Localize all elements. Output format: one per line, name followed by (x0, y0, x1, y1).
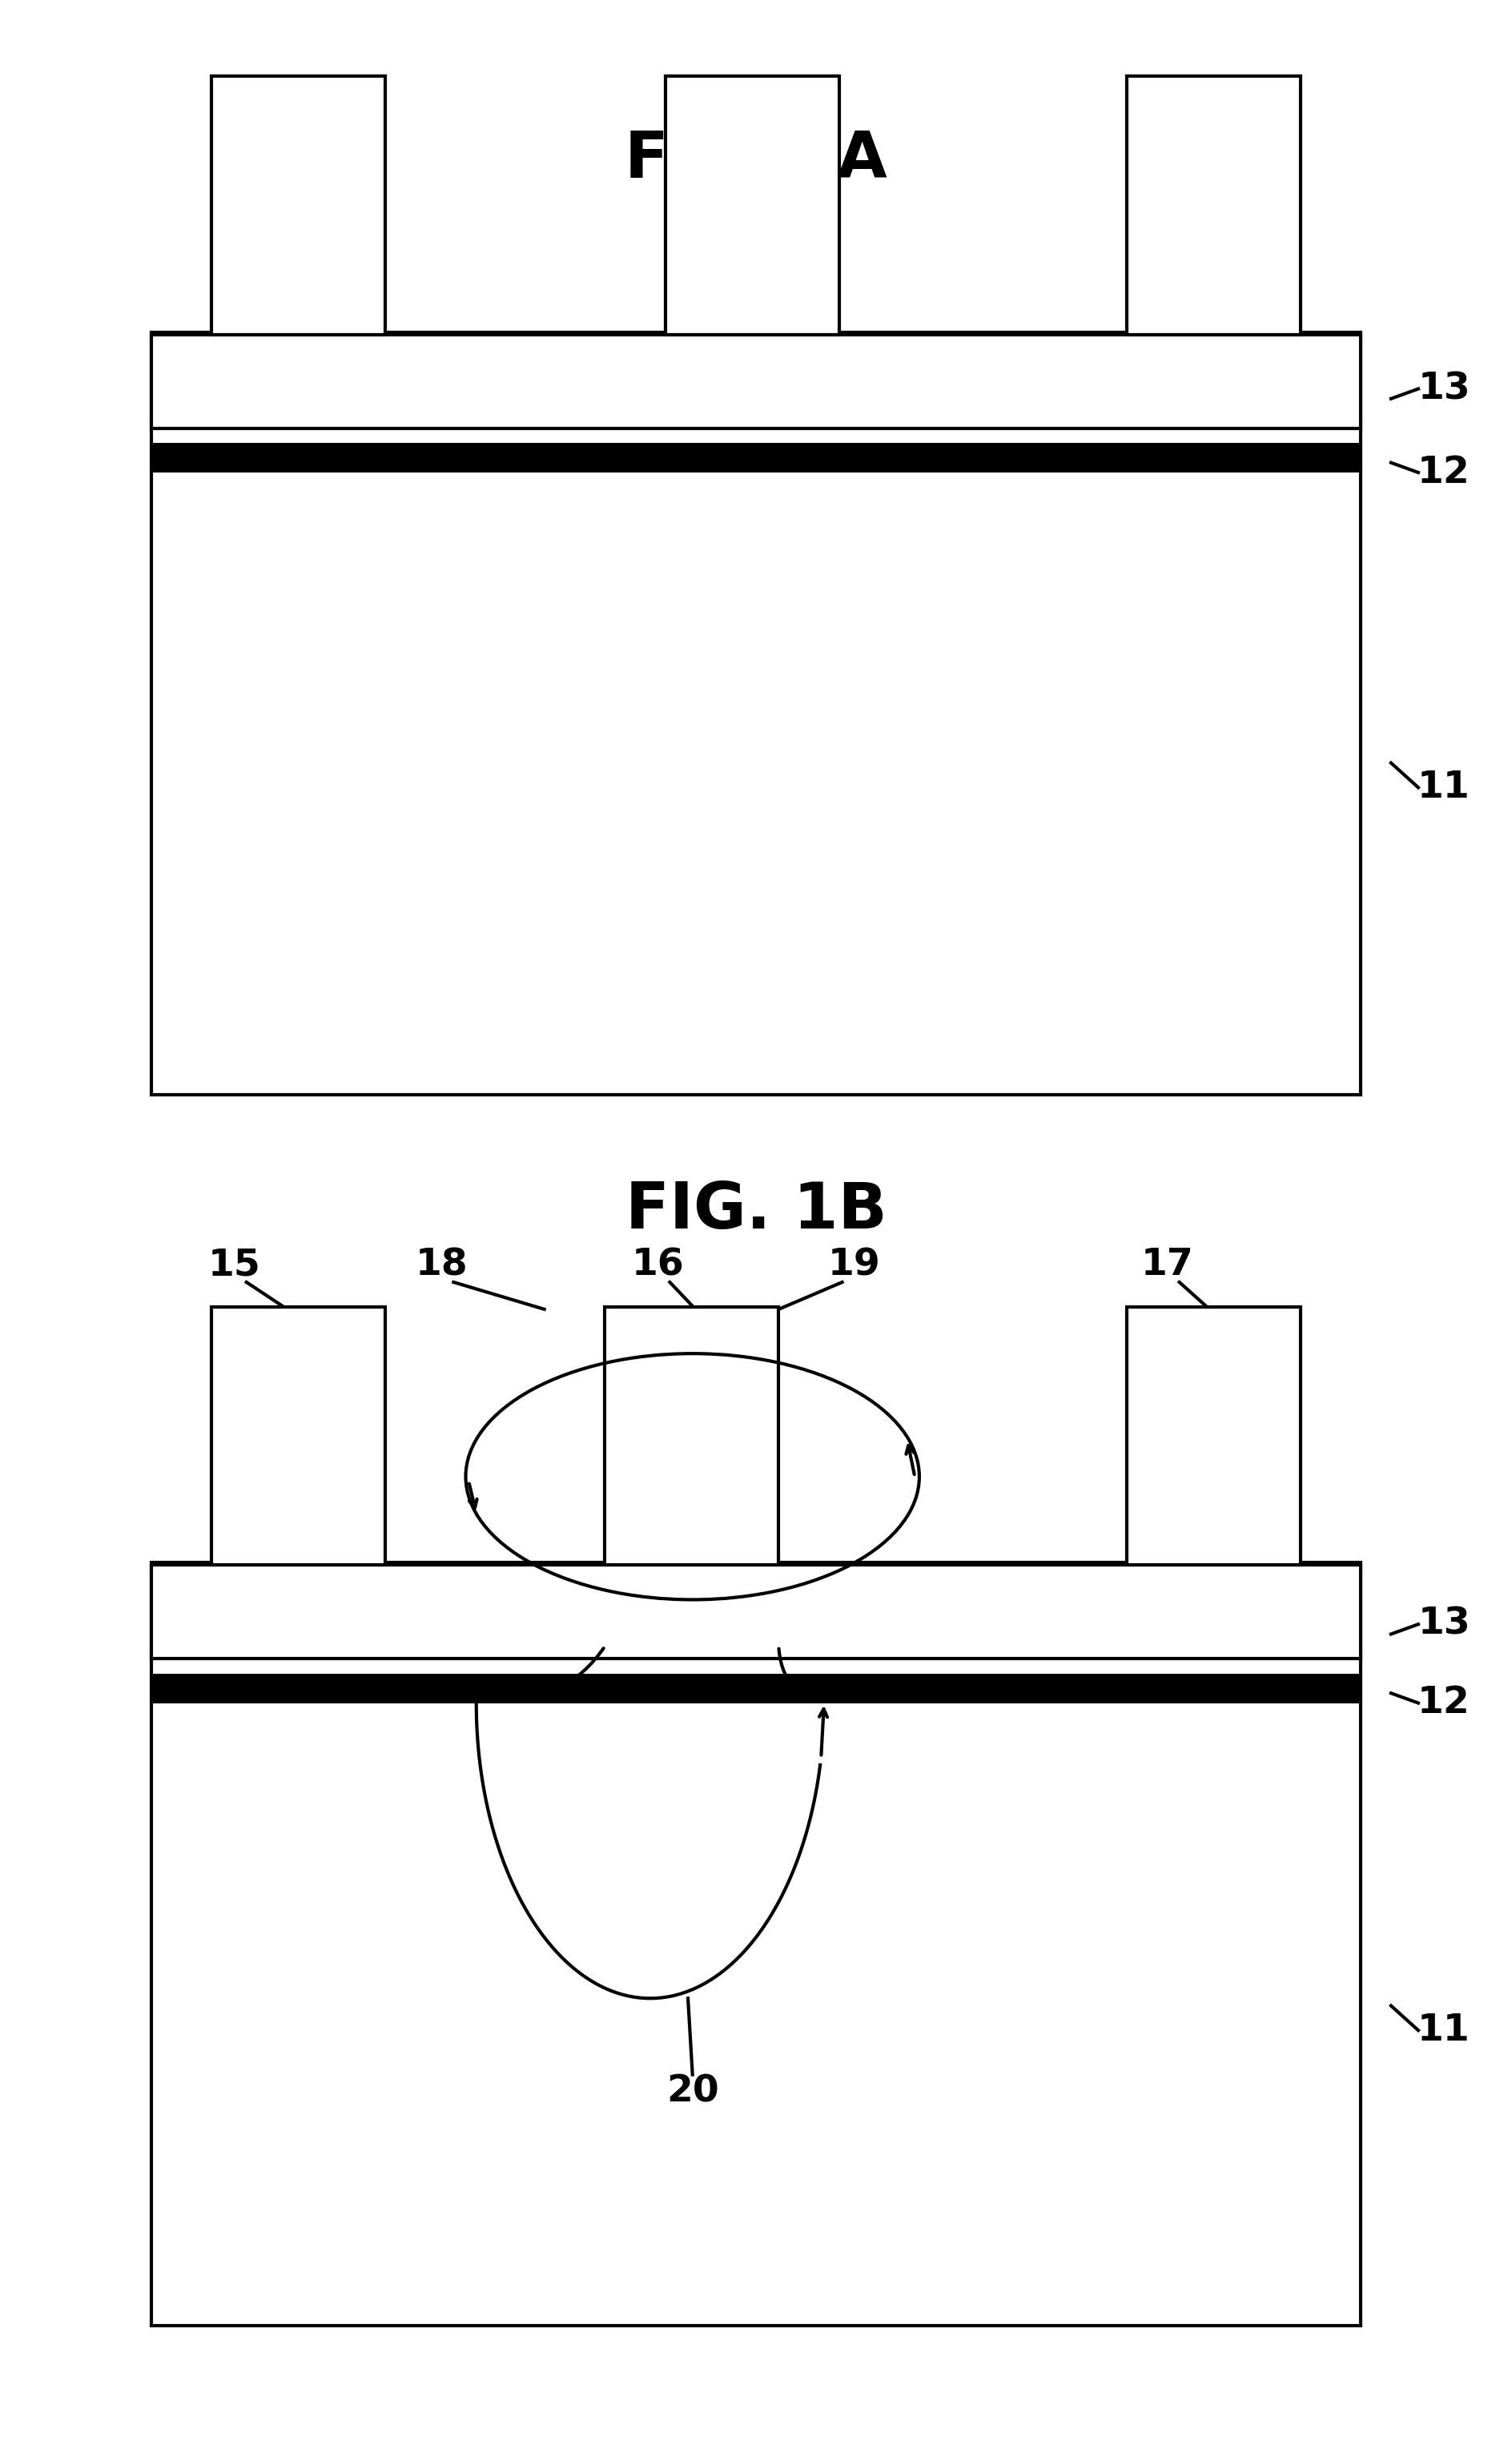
Text: 19: 19 (829, 1248, 880, 1282)
Bar (151, 1565, 1361, 1659)
Text: FIG. 1A: FIG. 1A (624, 128, 888, 192)
Text: 11: 11 (1418, 770, 1470, 805)
Text: 11: 11 (1418, 2013, 1470, 2048)
Bar (212, 1307, 386, 1565)
Text: 18: 18 (416, 1248, 467, 1282)
Bar (151, 335, 1361, 428)
Text: 15: 15 (213, 81, 265, 116)
Bar (151, 443, 1361, 458)
Bar (151, 1673, 1361, 1688)
Bar (605, 1307, 779, 1565)
Text: 16: 16 (632, 1248, 683, 1282)
Bar (151, 458, 1361, 473)
Text: 12: 12 (1418, 455, 1470, 490)
Bar (1126, 1307, 1300, 1565)
Text: 16: 16 (667, 81, 718, 116)
Text: 17: 17 (1126, 81, 1178, 116)
Bar (151, 1563, 1361, 2326)
Text: 17: 17 (1142, 1248, 1193, 1282)
Text: 13: 13 (1418, 372, 1470, 406)
Bar (151, 332, 1361, 1095)
Text: 13: 13 (1418, 1607, 1470, 1641)
Text: 12: 12 (1418, 1686, 1470, 1720)
Bar (151, 1688, 1361, 1703)
Bar (1126, 76, 1300, 335)
Bar (212, 76, 386, 335)
Bar (665, 76, 839, 335)
Text: FIG. 1B: FIG. 1B (624, 1179, 888, 1243)
Text: 15: 15 (209, 1248, 260, 1282)
Text: 20: 20 (667, 2075, 718, 2109)
